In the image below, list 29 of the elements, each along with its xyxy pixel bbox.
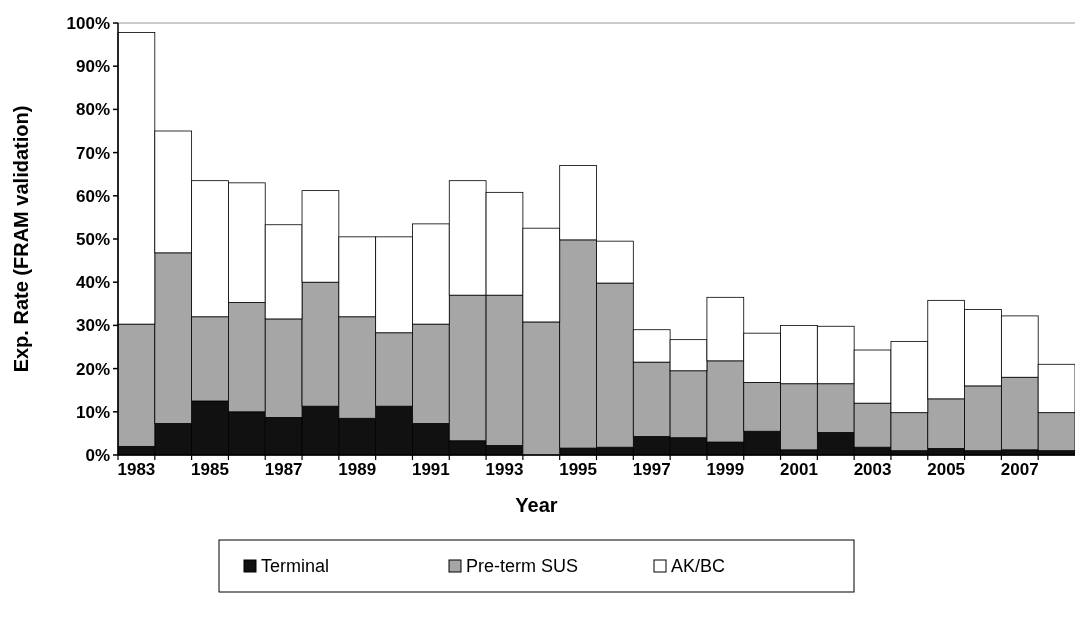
x-tick-label: 1991: [411, 460, 450, 479]
x-tick-label: 2003: [853, 460, 892, 479]
x-tick-label: 2005: [927, 460, 966, 479]
x-tick-label: 1987: [264, 460, 303, 479]
legend-label: Terminal: [261, 556, 330, 576]
y-axis-title: Exp. Rate (FRAM validation): [10, 105, 32, 373]
y-tick-label: 40%: [75, 273, 110, 293]
x-axis-title: Year: [515, 494, 558, 516]
x-tick-label: 1993: [485, 460, 524, 479]
legend-label: AK/BC: [671, 556, 726, 576]
x-tick-label: 2001: [780, 460, 818, 479]
x-tick-label: 1985: [191, 460, 229, 479]
x-tick-label: 1999: [706, 460, 745, 479]
y-tick-label: 50%: [75, 229, 110, 249]
y-tick-label: 10%: [75, 402, 110, 422]
y-tick-label: 70%: [75, 143, 110, 163]
legend-label: Pre-term SUS: [466, 556, 579, 576]
y-tick-label: 80%: [75, 100, 110, 120]
x-tick-label: 2007: [1000, 460, 1039, 479]
y-tick-label: 90%: [75, 57, 110, 77]
x-tick-label: 1997: [632, 460, 671, 479]
y-tick-label: 0%: [85, 445, 110, 465]
y-tick-label: 60%: [75, 186, 110, 206]
x-tick-label: 1989: [338, 460, 377, 479]
y-tick-label: 20%: [75, 359, 110, 379]
x-tick-label: 1995: [559, 460, 598, 479]
y-tick-label: 100%: [66, 13, 110, 33]
x-tick-label: 1983: [117, 460, 156, 479]
y-tick-label: 30%: [75, 316, 110, 336]
